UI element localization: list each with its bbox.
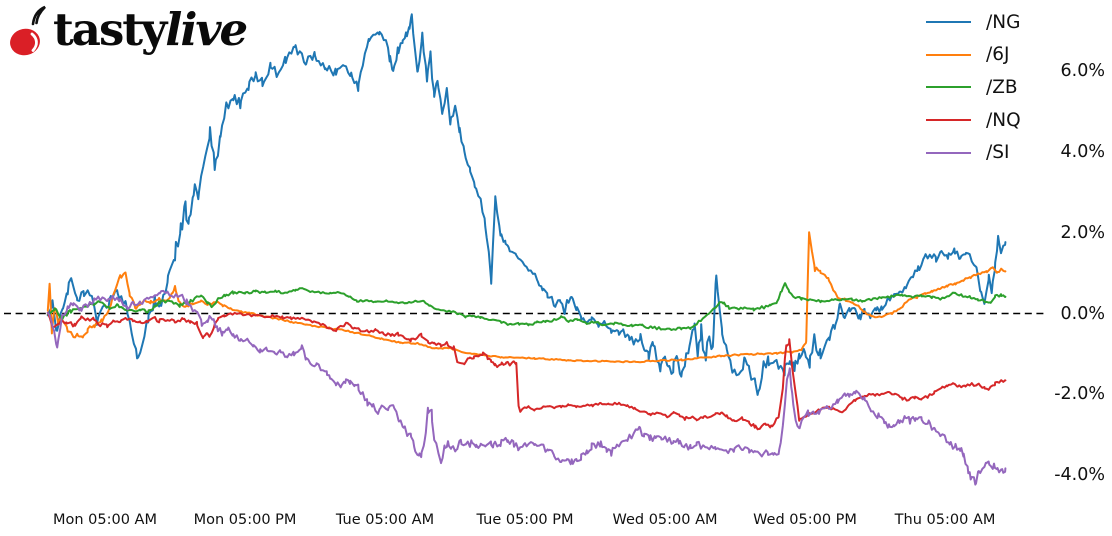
series-line-ZB bbox=[46, 282, 1007, 331]
legend-label: /NG bbox=[986, 11, 1021, 33]
y-tick-label: -2.0% bbox=[1054, 384, 1105, 405]
legend-item-ZB: /ZB bbox=[926, 71, 1021, 104]
y-tick-label: 6.0% bbox=[1060, 61, 1105, 82]
x-tick-label: Thu 05:00 AM bbox=[894, 512, 996, 528]
x-tick-label: Tue 05:00 AM bbox=[335, 512, 435, 528]
legend-line-swatch bbox=[926, 151, 971, 154]
legend-line-swatch bbox=[926, 119, 971, 122]
x-tick-label: Wed 05:00 PM bbox=[753, 512, 857, 528]
x-tick-label: Wed 05:00 AM bbox=[612, 512, 718, 528]
legend-line-swatch bbox=[926, 86, 971, 89]
y-tick-label: 2.0% bbox=[1060, 222, 1105, 243]
series-line-NQ bbox=[46, 311, 1007, 431]
legend-item-6J: /6J bbox=[926, 39, 1021, 72]
legend-line-swatch bbox=[926, 21, 971, 24]
legend-label: /NQ bbox=[986, 109, 1021, 131]
brand-word-tasty: tasty bbox=[53, 3, 167, 56]
legend-line-swatch bbox=[926, 53, 971, 56]
brand-word-live: live bbox=[165, 3, 248, 56]
cherry-icon bbox=[10, 5, 46, 56]
x-tick-label: Tue 05:00 PM bbox=[476, 512, 574, 528]
legend-label: /SI bbox=[986, 142, 1010, 164]
y-tick-label: 4.0% bbox=[1060, 141, 1105, 162]
legend-item-NG: /NG bbox=[926, 6, 1021, 39]
series-line-SI bbox=[46, 289, 1007, 486]
x-tick-label: Mon 05:00 PM bbox=[193, 512, 297, 528]
legend-label: /ZB bbox=[986, 76, 1018, 98]
brand-wordmark: tastylive bbox=[53, 3, 248, 56]
legend-item-SI: /SI bbox=[926, 136, 1021, 169]
x-tick-label: Mon 05:00 AM bbox=[52, 512, 157, 528]
series-line-6J bbox=[46, 231, 1007, 364]
legend-label: /6J bbox=[986, 44, 1010, 66]
series-line-NG bbox=[46, 13, 1007, 396]
y-tick-label: -4.0% bbox=[1054, 465, 1105, 486]
tastylive-logo: tastylive bbox=[8, 3, 248, 60]
legend: /NG/6J/ZB/NQ/SI bbox=[926, 6, 1021, 169]
y-tick-label: 0.0% bbox=[1060, 303, 1105, 324]
legend-item-NQ: /NQ bbox=[926, 104, 1021, 137]
